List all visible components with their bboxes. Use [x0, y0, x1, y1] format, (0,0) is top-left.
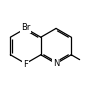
Text: N: N: [53, 59, 59, 68]
Text: Br: Br: [21, 23, 30, 32]
Text: F: F: [23, 60, 28, 69]
